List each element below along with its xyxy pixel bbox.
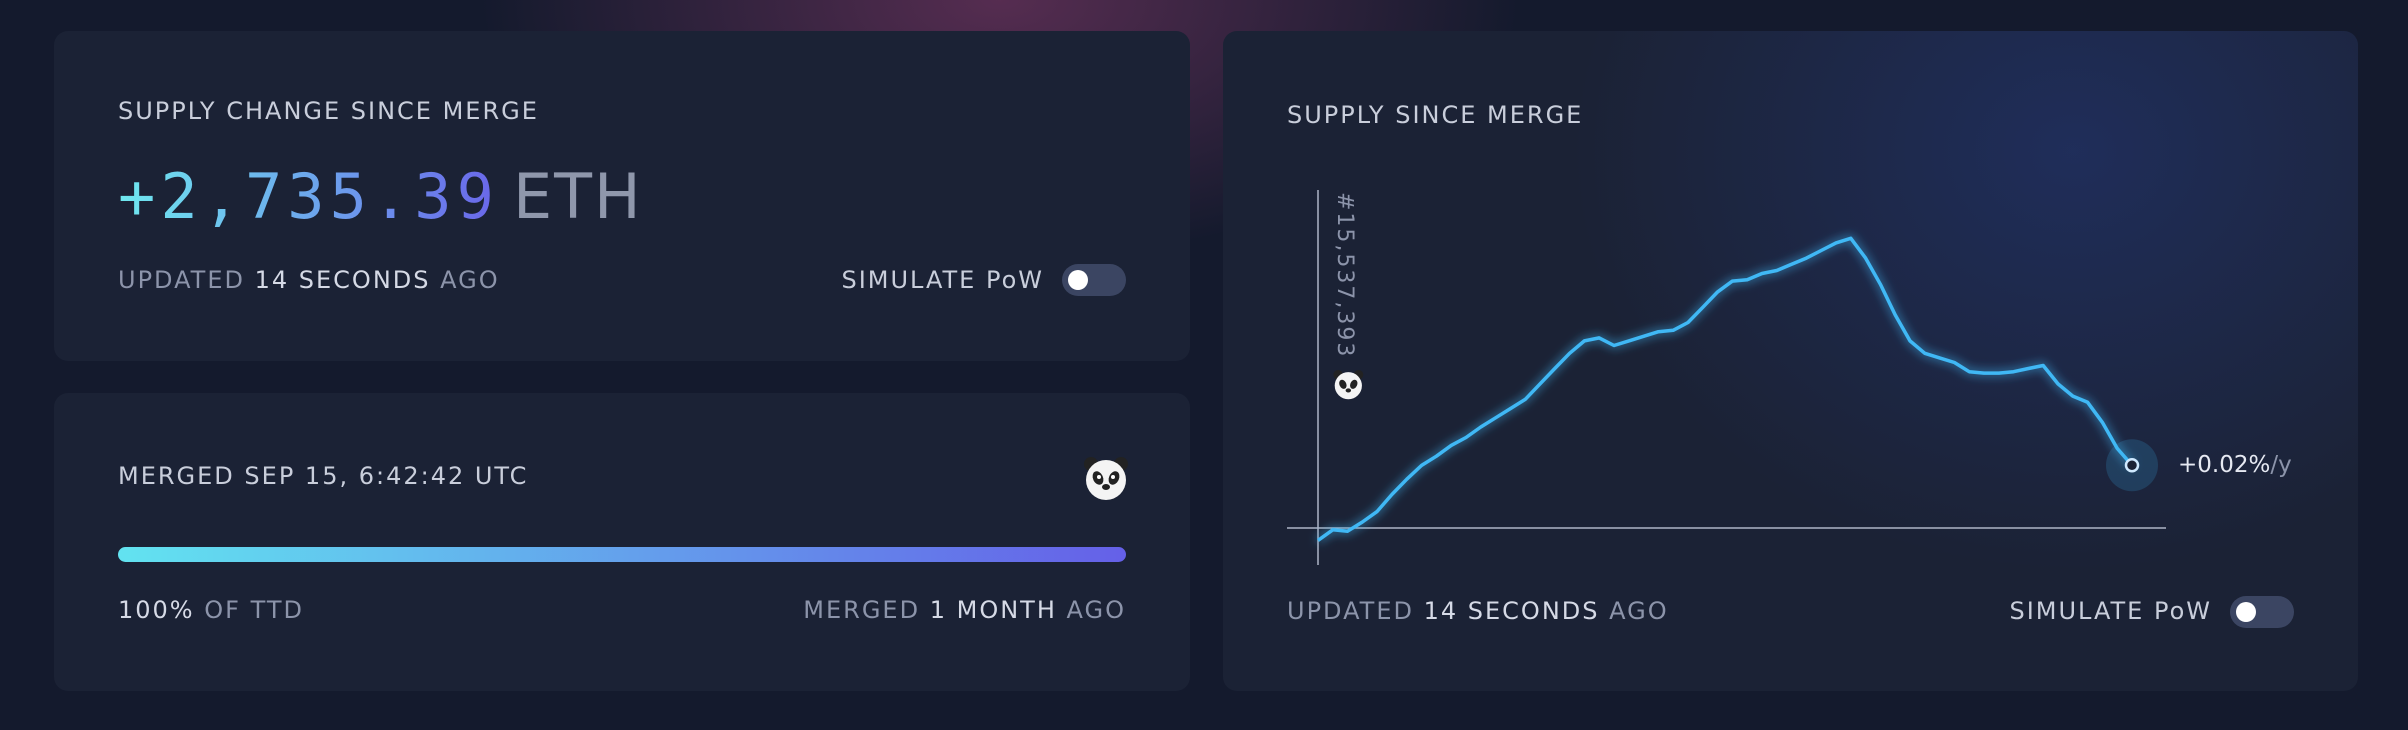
block-annotation: #15,537,393: [1332, 192, 1357, 358]
ttd-text: 100% OF TTD: [118, 596, 304, 624]
amount-unit: ETH: [512, 160, 643, 233]
supply-amount: +2,735.39 ETH: [118, 160, 643, 233]
chart-updated-text: UPDATED 14 SECONDS AGO: [1287, 597, 1669, 625]
updated-suffix: AGO: [440, 266, 500, 294]
toggle-label: SIMULATE PoW: [2009, 597, 2212, 625]
merged-ago-text: MERGED 1 MONTH AGO: [803, 596, 1126, 624]
amount-value: +2,735.39: [118, 160, 499, 233]
simulate-pow-toggle[interactable]: [2230, 596, 2294, 628]
panda-marker: [1333, 370, 1364, 400]
toggle-label: SIMULATE PoW: [841, 266, 1044, 294]
progress-label: OF TTD: [204, 596, 304, 624]
progress-value: 100%: [118, 596, 195, 624]
updated-suffix: AGO: [1609, 597, 1669, 625]
merged-prefix: MERGED: [803, 596, 921, 624]
supply-change-card: [54, 31, 1190, 361]
updated-time: 14 SECONDS: [254, 266, 431, 294]
end-unit: /y: [2270, 452, 2291, 478]
merged-suffix: AGO: [1066, 596, 1126, 624]
supply-line: [1316, 236, 2134, 542]
simulate-pow-toggle[interactable]: [1062, 264, 1126, 296]
card-title: SUPPLY CHANGE SINCE MERGE: [118, 97, 539, 125]
updated-text: UPDATED 14 SECONDS AGO: [118, 266, 500, 294]
end-point: [2124, 458, 2140, 473]
updated-prefix: UPDATED: [1287, 597, 1414, 625]
merged-time: 1 MONTH: [929, 596, 1057, 624]
panda-icon: [1084, 457, 1128, 500]
supply-chart-card: [1223, 31, 2358, 691]
end-value: +0.02%: [2178, 452, 2270, 478]
progress-bar: [118, 547, 1126, 562]
updated-time: 14 SECONDS: [1423, 597, 1600, 625]
merge-title: MERGED SEP 15, 6:42:42 UTC: [118, 462, 529, 490]
chart-title: SUPPLY SINCE MERGE: [1287, 101, 1584, 129]
updated-prefix: UPDATED: [118, 266, 245, 294]
merge-card: [54, 393, 1190, 691]
end-label: +0.02%/y: [2178, 452, 2292, 478]
